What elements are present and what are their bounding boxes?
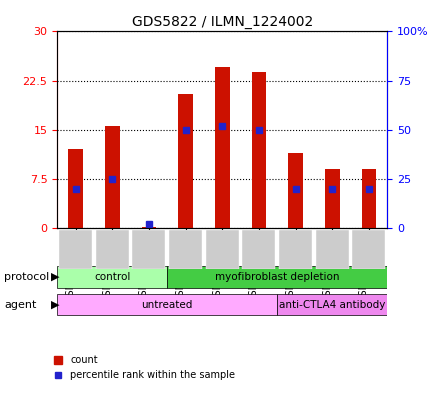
FancyBboxPatch shape	[59, 230, 92, 269]
Bar	[142, 227, 156, 228]
Text: control: control	[94, 272, 130, 282]
Bar	[68, 149, 83, 228]
Bar	[252, 72, 266, 228]
Bar	[178, 94, 193, 228]
FancyBboxPatch shape	[279, 230, 312, 269]
Text: protocol: protocol	[4, 272, 50, 282]
Text: myofibroblast depletion: myofibroblast depletion	[215, 272, 339, 282]
FancyBboxPatch shape	[57, 294, 277, 315]
Text: ▶: ▶	[51, 299, 59, 310]
Legend: count, percentile rank within the sample: count, percentile rank within the sample	[49, 352, 239, 384]
FancyBboxPatch shape	[96, 230, 129, 269]
Bar	[362, 169, 376, 228]
FancyBboxPatch shape	[57, 266, 167, 288]
Bar	[215, 68, 230, 228]
Title: GDS5822 / ILMN_1224002: GDS5822 / ILMN_1224002	[132, 15, 313, 29]
Text: ▶: ▶	[51, 272, 59, 282]
Text: agent: agent	[4, 299, 37, 310]
Text: anti-CTLA4 antibody: anti-CTLA4 antibody	[279, 299, 385, 310]
Text: untreated: untreated	[142, 299, 193, 310]
FancyBboxPatch shape	[352, 230, 385, 269]
FancyBboxPatch shape	[242, 230, 275, 269]
Bar	[105, 127, 120, 228]
FancyBboxPatch shape	[277, 294, 387, 315]
FancyBboxPatch shape	[315, 230, 349, 269]
FancyBboxPatch shape	[169, 230, 202, 269]
Bar	[325, 169, 340, 228]
Bar	[288, 152, 303, 228]
FancyBboxPatch shape	[167, 266, 387, 288]
FancyBboxPatch shape	[132, 230, 165, 269]
FancyBboxPatch shape	[206, 230, 239, 269]
